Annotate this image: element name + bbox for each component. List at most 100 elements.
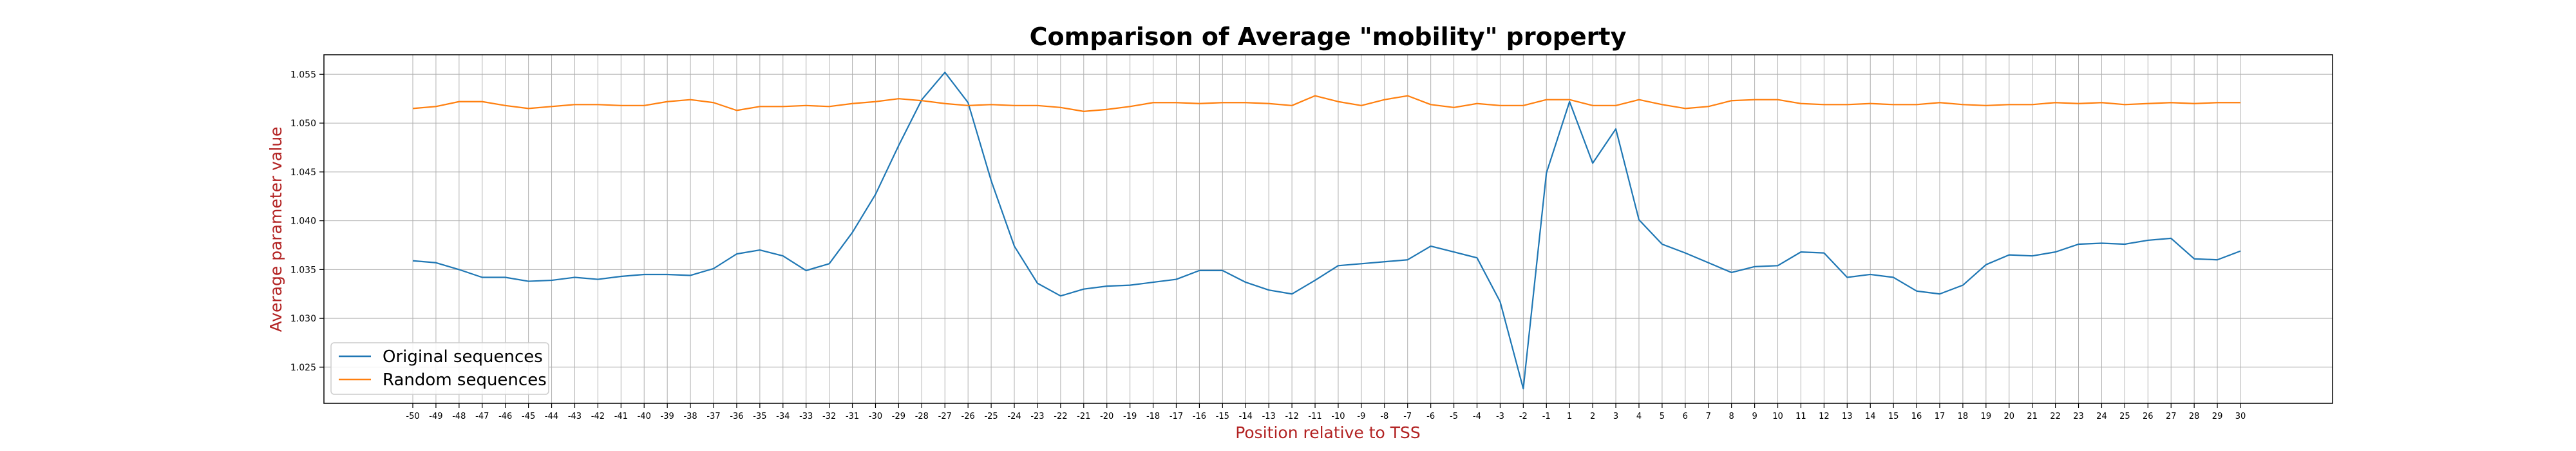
- x-tick-label: -31: [846, 412, 859, 421]
- x-tick-label: -9: [1357, 412, 1365, 421]
- x-tick-label: -24: [1007, 412, 1021, 421]
- x-tick-label: -1: [1542, 412, 1551, 421]
- x-tick-label: -7: [1403, 412, 1412, 421]
- series-line-original: [412, 72, 2241, 390]
- x-tick-label: -4: [1473, 412, 1481, 421]
- series-line-random: [412, 95, 2240, 112]
- x-tick-label: -26: [961, 412, 975, 421]
- y-tick-label: 1.025: [290, 363, 316, 373]
- x-tick-label: -22: [1054, 412, 1067, 421]
- x-tick-label: 2: [1590, 412, 1595, 421]
- x-tick-label: -37: [706, 412, 720, 421]
- chart-title: Comparison of Average "mobility" propert…: [1030, 23, 1627, 51]
- x-tick-label: -40: [638, 412, 651, 421]
- x-tick-label: 8: [1729, 412, 1734, 421]
- x-tick-label: 12: [1819, 412, 1830, 421]
- x-tick-label: -20: [1100, 412, 1113, 421]
- x-tick-label: -39: [661, 412, 674, 421]
- x-tick-label: -2: [1519, 412, 1528, 421]
- x-tick-label: -34: [776, 412, 790, 421]
- x-tick-label: 21: [2027, 412, 2038, 421]
- y-axis-ticks: 1.025 1.030 1.035 1.040 1.045 1.050 1.055: [290, 70, 324, 373]
- x-tick-label: -44: [545, 412, 558, 421]
- x-tick-label: -36: [730, 412, 743, 421]
- x-tick-label: -8: [1380, 412, 1388, 421]
- x-tick-label: -6: [1426, 412, 1435, 421]
- y-tick-label: 1.055: [290, 70, 316, 80]
- y-tick-label: 1.035: [290, 265, 316, 275]
- x-tick-label: -46: [498, 412, 512, 421]
- x-tick-label: 10: [1772, 412, 1783, 421]
- grid-lines: [324, 55, 2333, 403]
- x-tick-label: 30: [2235, 412, 2246, 421]
- x-axis-label: Position relative to TSS: [1235, 423, 1421, 442]
- legend-label-random: Random sequences: [383, 370, 547, 390]
- x-tick-label: 27: [2166, 412, 2177, 421]
- x-tick-label: -19: [1123, 412, 1137, 421]
- x-tick-label: 24: [2096, 412, 2107, 421]
- x-tick-label: -42: [591, 412, 605, 421]
- x-tick-label: 5: [1660, 412, 1665, 421]
- x-tick-label: -35: [753, 412, 766, 421]
- x-tick-label: 3: [1613, 412, 1618, 421]
- x-tick-label: -38: [683, 412, 697, 421]
- x-tick-label: 26: [2143, 412, 2154, 421]
- x-tick-label: -18: [1146, 412, 1160, 421]
- y-tick-label: 1.050: [290, 119, 316, 129]
- y-axis-label: Average parameter value: [267, 127, 285, 332]
- x-tick-label: 16: [1911, 412, 1922, 421]
- x-tick-label: 14: [1865, 412, 1876, 421]
- x-tick-label: -41: [614, 412, 628, 421]
- x-tick-label: -13: [1262, 412, 1276, 421]
- x-tick-label: -11: [1308, 412, 1321, 421]
- series-lines: [412, 72, 2241, 390]
- x-tick-label: -23: [1030, 412, 1044, 421]
- x-tick-label: 17: [1935, 412, 1946, 421]
- x-tick-label: 22: [2050, 412, 2061, 421]
- x-tick-label: -17: [1170, 412, 1183, 421]
- x-tick-label: 1: [1567, 412, 1572, 421]
- x-tick-label: 19: [1981, 412, 1992, 421]
- x-tick-label: -48: [452, 412, 466, 421]
- x-tick-label: -27: [938, 412, 952, 421]
- legend: Original sequences Random sequences: [330, 342, 549, 395]
- x-tick-label: 23: [2073, 412, 2084, 421]
- x-tick-label: 28: [2189, 412, 2200, 421]
- x-tick-label: 4: [1636, 412, 1642, 421]
- y-tick-label: 1.030: [290, 314, 316, 324]
- plot-frame: [323, 54, 2333, 404]
- y-tick-label: 1.040: [290, 216, 316, 227]
- legend-label-original: Original sequences: [383, 347, 543, 367]
- x-tick-label: -47: [475, 412, 489, 421]
- x-tick-label: -5: [1450, 412, 1458, 421]
- x-tick-label: 13: [1842, 412, 1853, 421]
- legend-box: [330, 342, 549, 395]
- x-axis-ticks: -50 -49 -48 -47 -46 -45 -44 -43 -42 -41 -40 -39 -38-…: [406, 403, 2246, 421]
- x-tick-label: -33: [799, 412, 813, 421]
- x-tick-label: -3: [1496, 412, 1504, 421]
- x-tick-label: -29: [892, 412, 905, 421]
- x-tick-label: 20: [2003, 412, 2014, 421]
- x-tick-label: -12: [1285, 412, 1298, 421]
- x-tick-label: -14: [1239, 412, 1253, 421]
- x-tick-label: -10: [1331, 412, 1345, 421]
- x-tick-label: -49: [429, 412, 442, 421]
- x-tick-label: 18: [1958, 412, 1969, 421]
- x-tick-label: 9: [1752, 412, 1757, 421]
- x-tick-label: -50: [406, 412, 419, 421]
- x-tick-label: -32: [822, 412, 836, 421]
- x-tick-label: 11: [1795, 412, 1806, 421]
- x-tick-label: 25: [2119, 412, 2130, 421]
- x-tick-label: -16: [1193, 412, 1206, 421]
- x-tick-label: -30: [869, 412, 882, 421]
- x-tick-label: 7: [1706, 412, 1711, 421]
- x-tick-label: -15: [1216, 412, 1229, 421]
- x-tick-label: 29: [2212, 412, 2223, 421]
- x-tick-label: -43: [568, 412, 582, 421]
- x-tick-label: -45: [522, 412, 535, 421]
- x-tick-label: 15: [1888, 412, 1899, 421]
- x-tick-label: -25: [984, 412, 998, 421]
- y-tick-label: 1.045: [290, 168, 316, 178]
- x-tick-label: -21: [1077, 412, 1090, 421]
